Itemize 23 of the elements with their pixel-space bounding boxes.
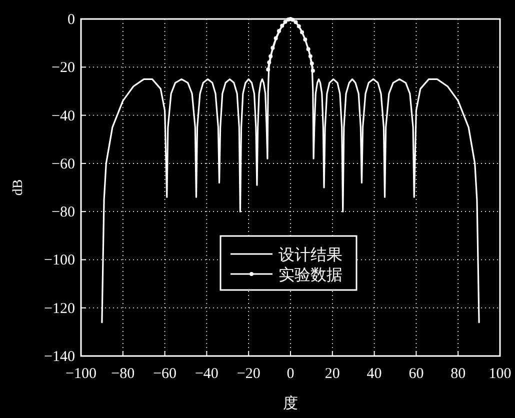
x-tick-label: −20 <box>236 366 260 382</box>
x-tick-label: −60 <box>153 366 177 382</box>
x-tick-label: −80 <box>111 366 135 382</box>
y-tick-label: −120 <box>44 300 75 317</box>
x-tick-label: 20 <box>324 366 340 382</box>
y-tick-label: 0 <box>68 12 75 28</box>
x-tick-label: 80 <box>450 366 466 382</box>
y-tick-label: −80 <box>52 204 75 221</box>
x-tick-label: 40 <box>366 366 382 382</box>
y-tick-label: −60 <box>52 156 75 172</box>
x-tick-label: 60 <box>408 366 424 382</box>
legend-label: 实验数据 <box>278 265 342 284</box>
y-tick-label: −140 <box>44 349 75 365</box>
y-tick-label: −40 <box>52 108 75 124</box>
y-axis-title: dB <box>11 179 26 196</box>
x-tick-label: −100 <box>66 366 96 382</box>
x-axis-title: 度 <box>283 395 298 412</box>
y-tick-label: −20 <box>52 60 75 76</box>
y-tick-label: −100 <box>44 252 75 269</box>
legend-label: 设计结果 <box>278 245 342 264</box>
x-tick-label: −40 <box>194 366 218 382</box>
x-tick-label: 100 <box>488 366 512 382</box>
x-tick-label: 0 <box>286 366 294 382</box>
